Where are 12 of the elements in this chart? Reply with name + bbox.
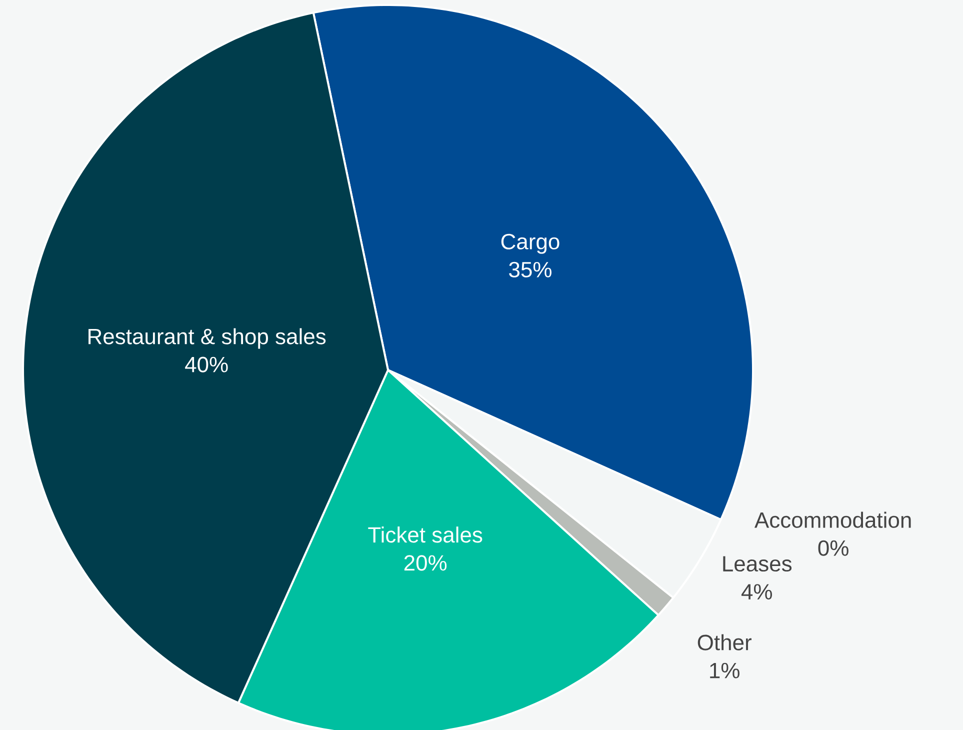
slice-label: Other [698,634,752,650]
slice-label: Leases [723,556,792,572]
data-label: 35% [509,262,552,278]
slice-label: Cargo [501,234,560,254]
data-label: 40% [185,356,228,372]
slice-label: Restaurant & shop sales [88,328,326,349]
slice-label: Ticket sales [368,526,482,543]
data-label: 4% [741,584,772,600]
text: 0% [818,540,848,556]
data-label: 20% [404,555,447,571]
category-label: Accommodation [754,512,911,528]
data-label: 1% [710,662,740,678]
